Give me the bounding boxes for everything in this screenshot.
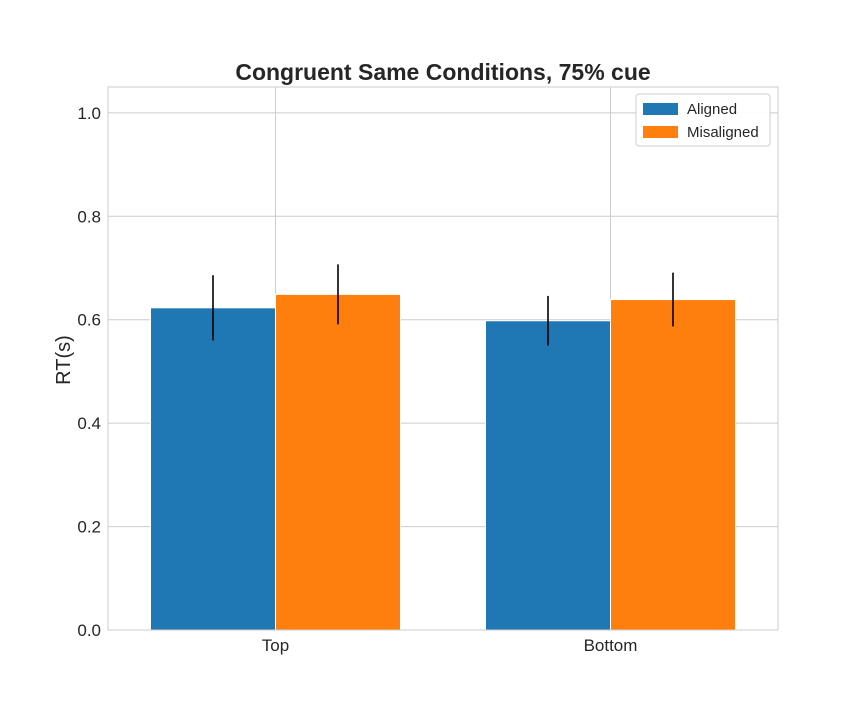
bar-aligned-bottom (485, 320, 611, 631)
x-tick-labels: Top Bottom (262, 636, 638, 655)
plot-frame (107, 86, 779, 631)
y-axis-label: RT(s) (53, 335, 75, 385)
y-tick-labels: 0.0 0.2 0.4 0.6 0.8 1.0 (77, 104, 101, 640)
legend-swatch-misaligned (643, 126, 678, 138)
bars (150, 293, 736, 631)
error-bars (212, 264, 674, 346)
y-tick-label: 0.0 (77, 621, 101, 640)
chart-title: Congruent Same Conditions, 75% cue (235, 59, 650, 85)
y-tick-label: 0.2 (77, 518, 101, 537)
legend-swatch-aligned (643, 103, 678, 115)
legend-label-aligned: Aligned (687, 101, 737, 118)
x-tick-label: Bottom (584, 636, 638, 655)
legend-label-misaligned: Misaligned (687, 124, 759, 141)
y-tick-label: 0.4 (77, 414, 101, 433)
y-tick-label: 0.8 (77, 207, 101, 226)
x-tick-label: Top (262, 636, 289, 655)
bar-aligned-top (150, 307, 276, 631)
bar-misaligned-bottom (610, 299, 736, 631)
legend: Aligned Misaligned (635, 93, 771, 147)
y-tick-label: 1.0 (77, 104, 101, 123)
y-tick-label: 0.6 (77, 311, 101, 330)
bar-misaligned-top (275, 293, 401, 631)
